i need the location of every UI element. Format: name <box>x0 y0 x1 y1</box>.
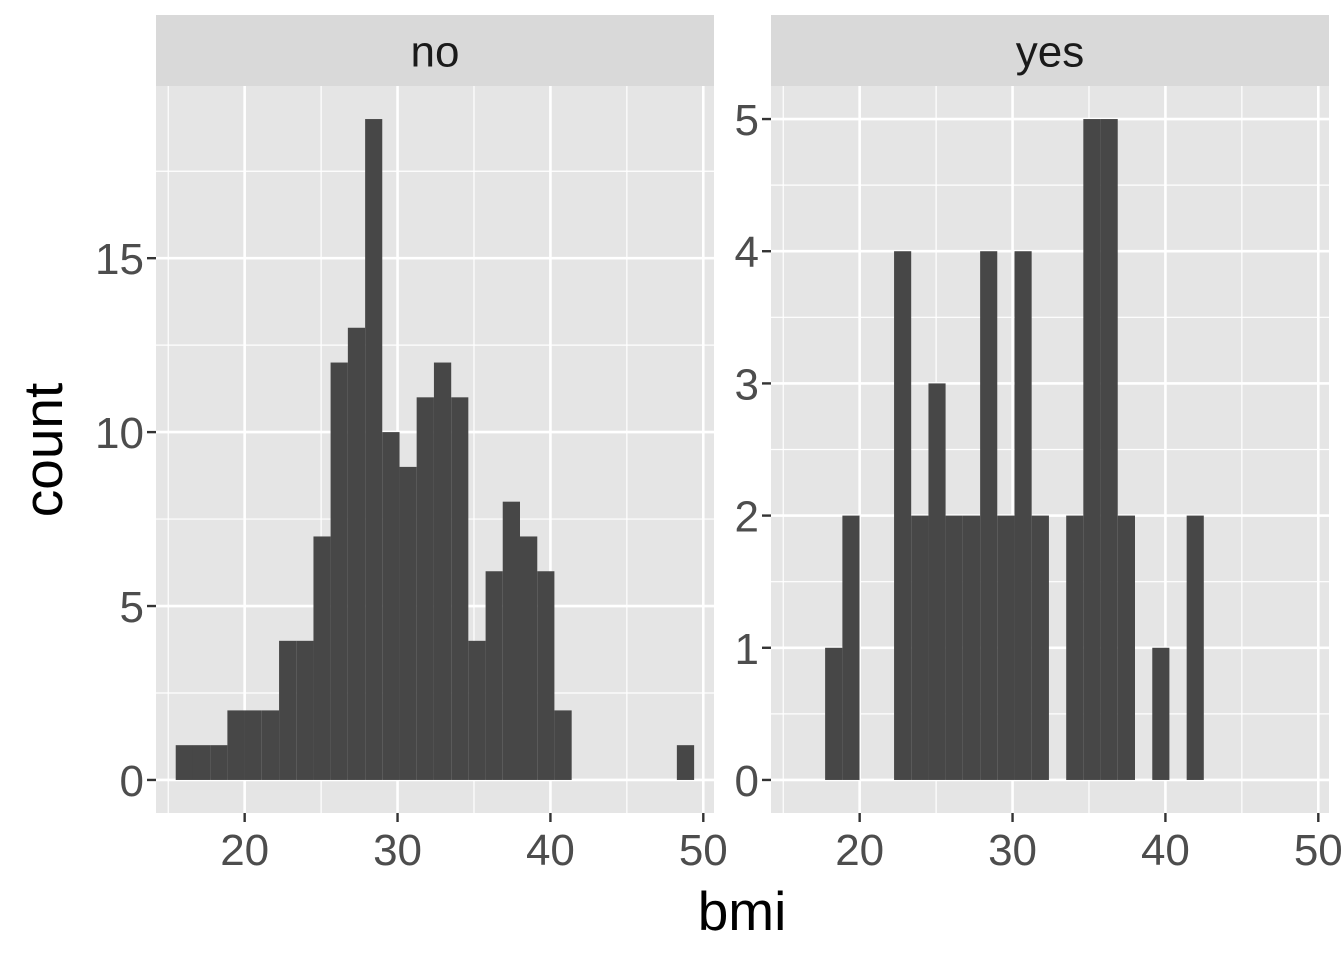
x-tick-label: 50 <box>1294 826 1343 875</box>
x-tick-label: 40 <box>1141 826 1190 875</box>
x-tick-label: 50 <box>679 826 728 875</box>
facet-panel-no: no 0 5 10 15 20 30 40 50 <box>95 15 728 875</box>
histogram-bar <box>502 501 520 780</box>
y-tick-label: 5 <box>735 96 759 145</box>
histogram-bar <box>825 647 843 780</box>
histogram-bar <box>911 515 929 780</box>
histogram-bar <box>1100 119 1118 780</box>
y-tick-label: 15 <box>95 235 144 284</box>
histogram-bar <box>399 466 417 780</box>
histogram-bar <box>676 745 695 780</box>
histogram-bar <box>416 397 434 780</box>
y-tick-label: 0 <box>120 757 144 806</box>
histogram-bar <box>244 710 262 780</box>
y-tick-label: 0 <box>735 757 759 806</box>
y-tick-label: 3 <box>735 360 759 409</box>
facet-panel-yes: yes 0 1 2 3 4 5 20 30 40 50 <box>735 15 1343 875</box>
histogram-bar <box>1117 515 1135 780</box>
histogram-bar <box>980 251 998 780</box>
histogram-bar <box>192 745 211 780</box>
histogram-bar <box>1152 647 1170 780</box>
histogram-bar <box>261 710 280 780</box>
histogram-bar <box>519 536 538 780</box>
facet-panels: no 0 5 10 15 20 30 40 50 yes 0 1 2 3 4 5 20 30 40 50 <box>95 15 1343 875</box>
histogram-bar <box>330 362 348 780</box>
histogram-bar <box>296 640 314 780</box>
facet-strip <box>156 15 714 86</box>
x-tick-label: 20 <box>220 826 269 875</box>
facet-strip <box>771 15 1329 86</box>
histogram-bar <box>451 397 469 780</box>
histogram-bar <box>1186 515 1204 780</box>
histogram-bar <box>1066 515 1084 780</box>
histogram-bar <box>554 710 572 780</box>
histogram-bar <box>175 745 193 780</box>
histogram-bar <box>210 745 228 780</box>
histogram-bar <box>485 571 503 780</box>
histogram-bar <box>537 571 555 780</box>
histogram-bar <box>894 251 912 780</box>
x-axis-title: bmi <box>698 880 787 942</box>
histogram-bar <box>842 515 860 780</box>
histogram-bar <box>1014 251 1032 780</box>
x-tick-label: 30 <box>373 826 422 875</box>
histogram-bar <box>433 362 452 780</box>
y-tick-label: 5 <box>120 583 144 632</box>
histogram-bar <box>279 640 297 780</box>
histogram-bar <box>945 515 963 780</box>
y-tick-label: 2 <box>735 493 759 542</box>
histogram-bar <box>313 536 331 780</box>
y-tick-label: 10 <box>95 409 144 458</box>
facet-strip-label: yes <box>1016 28 1084 77</box>
histogram-bar <box>365 119 383 780</box>
histogram-bar <box>1083 119 1101 780</box>
x-tick-label: 30 <box>988 826 1037 875</box>
y-tick-label: 1 <box>735 625 759 674</box>
histogram-bar <box>997 515 1015 780</box>
histogram-bar <box>382 432 400 780</box>
x-tick-label: 40 <box>526 826 575 875</box>
x-tick-label: 20 <box>835 826 884 875</box>
y-tick-label: 4 <box>735 228 759 277</box>
histogram-bar <box>227 710 245 780</box>
facet-strip-label: no <box>411 28 460 77</box>
histogram-bar <box>1031 515 1049 780</box>
histogram-bar <box>928 383 946 780</box>
histogram-bar <box>962 515 981 780</box>
y-axis-title: count <box>12 383 74 518</box>
histogram-bar <box>468 640 486 780</box>
histogram-bar <box>347 327 366 780</box>
